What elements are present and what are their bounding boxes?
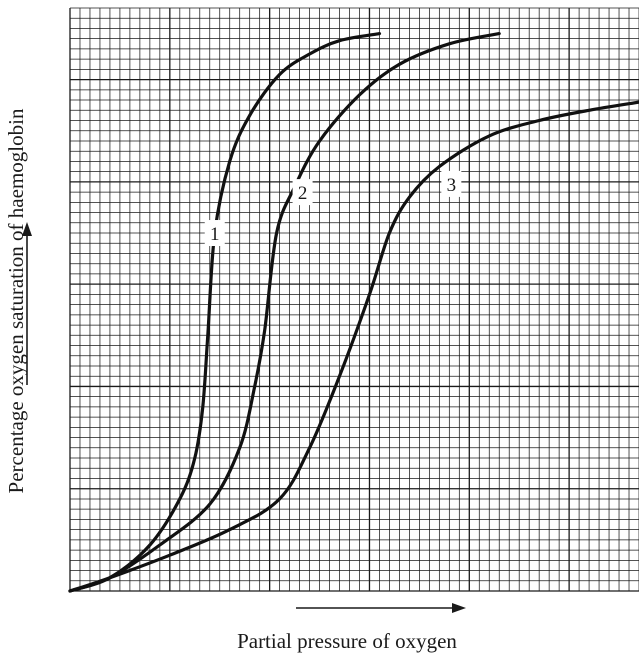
curve-1 [68,32,382,593]
curve-label-background [204,220,225,247]
chart-grid [69,7,639,592]
curve-label-background [292,179,313,206]
curve-label-2: 2 [298,183,308,204]
curve-labels-layer: 1 2 3 [204,170,462,247]
curve-label-background [441,170,462,197]
y-axis-title: Percentage oxygen saturation of haemoglo… [4,108,28,493]
curve-label-1: 1 [210,224,220,245]
curve-3 [68,100,639,593]
curve-2 [68,32,501,593]
y-axis-arrow [22,222,32,385]
curves-layer [68,32,639,593]
x-axis-title: Partial pressure of oxygen [237,629,457,653]
x-axis-arrow [296,603,466,613]
curve-label-3: 3 [447,175,457,196]
